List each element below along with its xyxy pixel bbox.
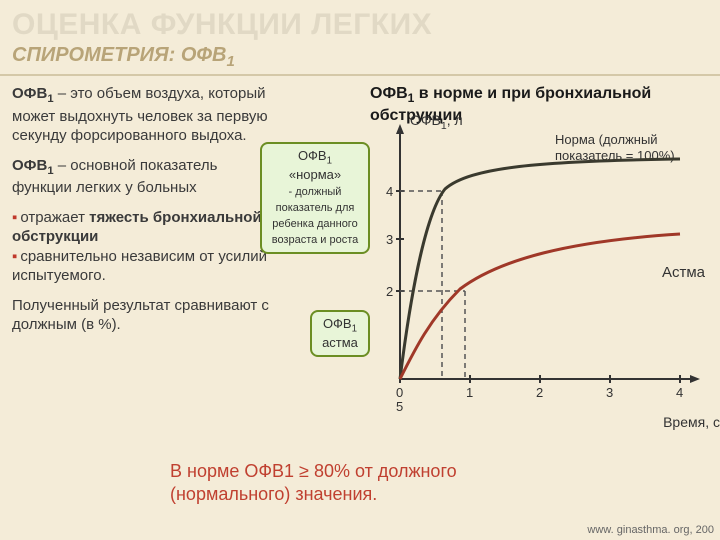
cn-l2: «норма» — [289, 167, 341, 182]
subtitle-text: СПИРОМЕТРИЯ: ОФВ — [12, 44, 226, 66]
xtick-1: 1 — [466, 385, 473, 400]
cn-l3: - должный показатель для ребенка данного… — [272, 186, 359, 247]
source-citation: www. ginasthma. org, 200 — [587, 524, 714, 536]
bottom-conclusion: В норме ОФВ1 ≥ 80% от должного (нормальн… — [170, 460, 570, 507]
ca-l2: астма — [322, 335, 358, 350]
xtick-0: 0 — [396, 385, 403, 400]
xtick-extra: 5 — [396, 399, 403, 414]
ofv-label: ОФВ — [12, 85, 47, 102]
chart-area: ОФВ1 в норме и при бронхиальной обструкц… — [370, 84, 710, 424]
ofv-label2: ОФВ — [12, 157, 47, 174]
callout-norm: ОФВ1 «норма» - должный показатель для ре… — [260, 142, 370, 254]
bullet-1: ▪отражает тяжесть бронхиальной обструкци… — [12, 208, 272, 247]
b2-text: сравнительно независим от усилий испытуе… — [12, 248, 267, 285]
page-title: ОЦЕНКА ФУНКЦИИ ЛЕГКИХ — [0, 0, 720, 42]
bullet-icon: ▪ — [12, 209, 17, 226]
ct-rest: в норме и при бронхиальной — [414, 85, 651, 102]
para-definition: ОФВ1 – это объем воздуха, который может … — [12, 84, 272, 146]
bullet-icon: ▪ — [12, 248, 17, 265]
page-subtitle: СПИРОМЕТРИЯ: ОФВ1 — [0, 42, 720, 76]
ytick-3: 3 — [386, 232, 393, 247]
xtick-2: 2 — [536, 385, 543, 400]
callout-asthma: ОФВ1 астма — [310, 310, 370, 357]
bullet-list: ▪отражает тяжесть бронхиальной обструкци… — [12, 208, 272, 286]
ca-l1: ОФВ — [323, 316, 352, 331]
left-column: ОФВ1 – это объем воздуха, который может … — [12, 84, 272, 345]
ca-sub: 1 — [352, 324, 357, 335]
ytick-4: 4 — [386, 184, 393, 199]
para-main-indicator: ОФВ1 – основной показатель функции легки… — [12, 156, 272, 198]
ct-l1: ОФВ — [370, 85, 408, 102]
bullet-2: ▪сравнительно независим от усилий испыту… — [12, 247, 272, 286]
chart-svg: 2 3 4 0 5 1 2 3 4 — [370, 119, 710, 419]
xtick-3: 3 — [606, 385, 613, 400]
cn-l1: ОФВ — [298, 148, 327, 163]
b1-prefix: отражает — [20, 209, 89, 226]
para-compare: Полученный результат сравнивают с должны… — [12, 296, 272, 335]
cn-sub: 1 — [327, 156, 332, 167]
x-arrow — [690, 375, 700, 383]
ytick-2: 2 — [386, 284, 393, 299]
xtick-4: 4 — [676, 385, 683, 400]
subtitle-subscript: 1 — [226, 53, 234, 70]
y-arrow — [396, 124, 404, 134]
